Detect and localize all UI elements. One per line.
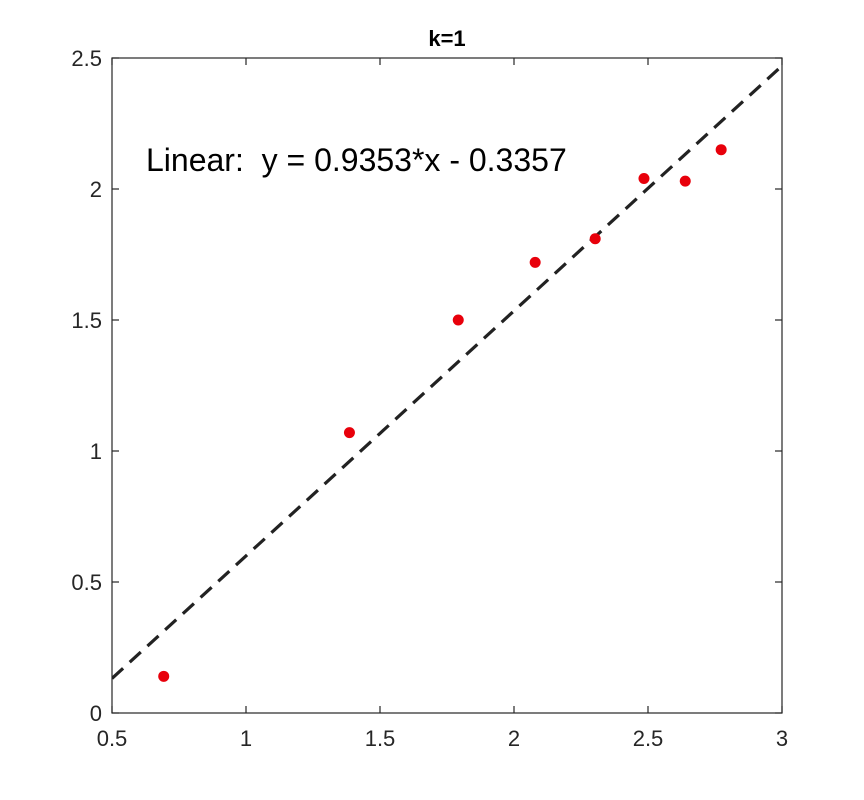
fit-line-group [112,64,782,680]
chart-title: k=1 [428,26,465,51]
fit-line [112,64,782,680]
data-point [715,144,727,156]
y-axis-tick-labels: 0 0.5 1 1.5 2 2.5 [71,46,102,726]
x-tick-label: 1.5 [365,726,396,751]
x-tick-label: 3 [776,726,788,751]
data-point [452,314,464,326]
data-point [638,173,650,185]
x-axis-tick-labels: 0.5 1 1.5 2 2.5 3 [97,726,788,751]
x-tick-label: 2.5 [633,726,664,751]
y-tick-label: 2.5 [71,46,102,71]
y-tick-label: 1.5 [71,308,102,333]
y-tick-label: 1 [90,439,102,464]
data-point [679,175,691,187]
x-tick-label: 0.5 [97,726,128,751]
y-tick-label: 0.5 [71,570,102,595]
axis-ticks [111,57,783,714]
data-point [158,670,170,682]
data-point [589,233,601,245]
y-tick-label: 0 [90,701,102,726]
fit-equation-annotation: Linear: y = 0.9353*x - 0.3357 [146,142,567,178]
data-point [343,427,355,439]
data-point [529,256,541,268]
x-tick-label: 1 [240,726,252,751]
x-tick-label: 2 [508,726,520,751]
data-points [158,144,727,682]
y-tick-label: 2 [90,177,102,202]
